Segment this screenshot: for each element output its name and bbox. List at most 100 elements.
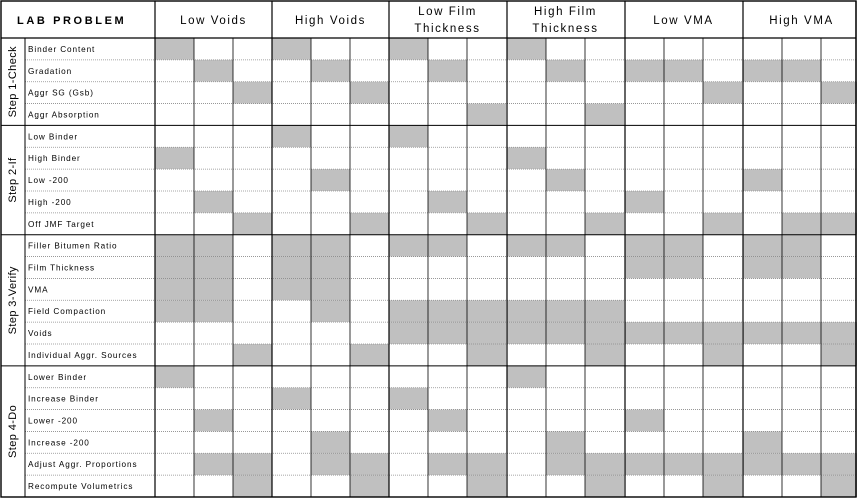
shaded-cell <box>782 59 821 82</box>
blank-cell <box>428 256 467 279</box>
shaded-cell <box>311 256 350 279</box>
blank-cell <box>233 59 272 82</box>
shaded-cell <box>389 125 428 148</box>
shaded-cell <box>703 212 742 235</box>
shaded-cell <box>625 234 664 257</box>
blank-cell <box>821 169 857 191</box>
blank-cell <box>233 191 272 213</box>
shaded-cell <box>272 387 311 410</box>
blank-cell <box>467 191 506 213</box>
column-header-4-line-1: High Film <box>534 6 597 18</box>
shaded-cell <box>194 234 233 257</box>
blank-cell <box>625 212 664 235</box>
blank-cell <box>546 278 585 301</box>
blank-cell <box>821 278 857 301</box>
shaded-cell <box>155 234 194 257</box>
blank-cell <box>782 278 821 301</box>
blank-cell <box>233 256 272 279</box>
blank-cell <box>155 431 194 454</box>
row-label: Binder Content <box>28 45 95 54</box>
blank-cell <box>155 475 194 497</box>
shaded-cell <box>664 453 703 476</box>
blank-cell <box>703 234 742 257</box>
shaded-cell <box>625 409 664 432</box>
shaded-cell <box>194 278 233 301</box>
shaded-cell <box>743 234 782 257</box>
blank-cell <box>703 38 742 60</box>
shaded-cell <box>428 322 467 344</box>
blank-cell <box>428 38 467 60</box>
blank-cell <box>743 147 782 170</box>
blank-cell <box>664 431 703 454</box>
step-labels: Step 1-Check Step 2-If Step 3-Verify Step 4… <box>7 46 19 458</box>
blank-cell <box>194 81 233 104</box>
blank-cell <box>467 81 506 104</box>
shaded-cell <box>389 38 428 60</box>
blank-cell <box>233 38 272 60</box>
blank-cell <box>467 256 506 279</box>
shaded-cell <box>625 453 664 476</box>
shaded-cell <box>467 322 506 344</box>
blank-cell <box>664 125 703 148</box>
shaded-cell <box>233 453 272 476</box>
shaded-cell <box>821 344 857 366</box>
blank-cell <box>350 322 389 344</box>
blank-cell <box>272 103 311 126</box>
blank-cell <box>350 191 389 213</box>
blank-cell <box>664 475 703 497</box>
shaded-cell <box>664 322 703 344</box>
shaded-cell <box>507 38 546 60</box>
row-label: Low Binder <box>28 132 78 141</box>
shaded-cell <box>350 212 389 235</box>
blank-cell <box>194 322 233 344</box>
shaded-cell <box>625 256 664 279</box>
blank-cell <box>507 344 546 366</box>
blank-cell <box>782 147 821 170</box>
blank-cell <box>428 169 467 191</box>
blank-cell <box>664 38 703 60</box>
shaded-cell <box>546 453 585 476</box>
blank-cell <box>625 387 664 410</box>
blank-cell <box>625 169 664 191</box>
row-label: Off JMF Target <box>28 220 94 229</box>
shaded-cell <box>389 234 428 257</box>
row-label: Filler Bitumen Ratio <box>28 242 117 251</box>
blank-cell <box>428 212 467 235</box>
shaded-cell <box>194 191 233 213</box>
blank-cell <box>428 147 467 170</box>
blank-cell <box>194 212 233 235</box>
blank-cell <box>782 365 821 388</box>
blank-cell <box>350 387 389 410</box>
column-headers: Low Voids High Voids Low Film Thickness High… <box>180 6 832 35</box>
shaded-cell <box>507 147 546 170</box>
blank-cell <box>743 300 782 323</box>
blank-cell <box>350 59 389 82</box>
blank-cell <box>664 344 703 366</box>
blank-cell <box>350 256 389 279</box>
blank-cell <box>782 191 821 213</box>
shaded-cell <box>625 59 664 82</box>
shaded-cell <box>782 234 821 257</box>
blank-cell <box>350 125 389 148</box>
blank-cell <box>389 409 428 432</box>
blank-cell <box>467 234 506 257</box>
blank-cell <box>743 409 782 432</box>
blank-cell <box>821 191 857 213</box>
shaded-cell <box>272 234 311 257</box>
blank-cell <box>821 387 857 410</box>
blank-cell <box>703 278 742 301</box>
shaded-cell <box>428 453 467 476</box>
blank-cell <box>625 81 664 104</box>
blank-cell <box>155 125 194 148</box>
blank-cell <box>194 475 233 497</box>
blank-cell <box>507 191 546 213</box>
blank-cell <box>233 300 272 323</box>
blank-cell <box>782 431 821 454</box>
shaded-cell <box>743 256 782 279</box>
shaded-cell <box>703 475 742 497</box>
blank-cell <box>350 169 389 191</box>
blank-cell <box>664 169 703 191</box>
blank-cell <box>467 365 506 388</box>
